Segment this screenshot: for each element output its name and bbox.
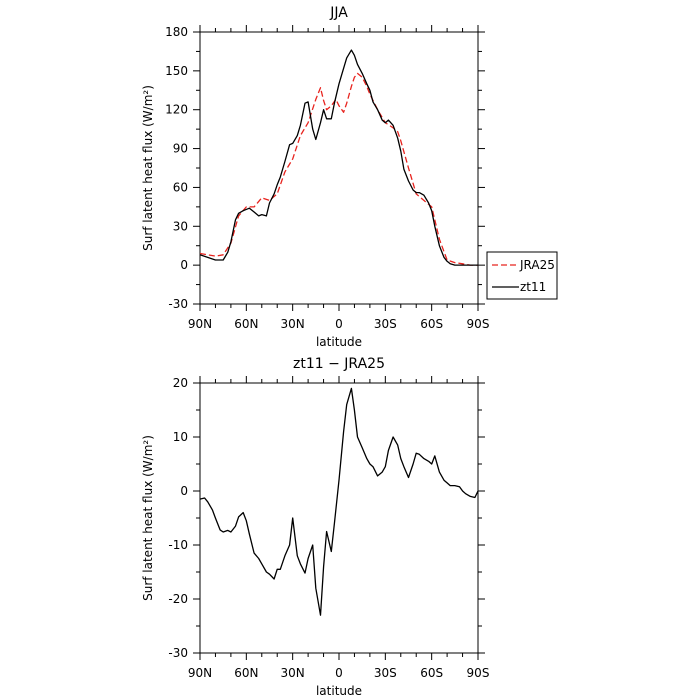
- bottom-y-tick-label: 0: [180, 484, 188, 498]
- top-x-tick-label: 30S: [374, 317, 397, 331]
- top-x-tick-label: 60N: [234, 317, 258, 331]
- bottom-y-axis-title: Surf latent heat flux (W/m²): [141, 435, 155, 601]
- top-y-tick-label: 90: [173, 142, 188, 156]
- top-x-axis-title: latitude: [316, 335, 362, 349]
- bottom-series-zt11-line: [199, 387, 479, 616]
- top-y-tick-label: 30: [173, 219, 188, 233]
- top-y-axis-title: Surf latent heat flux (W/m²): [141, 85, 155, 251]
- bottom-chart-title: zt11 − JRA25: [293, 356, 385, 372]
- top-y-tick-label: 120: [165, 103, 188, 117]
- legend-label-jra25: JRA25: [519, 258, 555, 272]
- bottom-x-axis-title: latitude: [316, 684, 362, 698]
- bottom-x-tick-label: 0: [335, 666, 343, 680]
- bottom-x-tick-label: 90S: [467, 666, 490, 680]
- bottom-y-tick-label: 10: [173, 430, 188, 444]
- top-y-tick-label: 150: [165, 64, 188, 78]
- top-x-tick-label: 60S: [420, 317, 443, 331]
- bottom-plot-frame: [199, 382, 479, 654]
- bottom-panel: zt11 − JRA25 -30 -20 -10 0 10 20 90N 60N 30N 0 30S 6…: [141, 356, 489, 698]
- top-series-zt11-line: [199, 49, 478, 266]
- top-y-tick-label: 180: [165, 25, 188, 39]
- bottom-x-tick-label: 30S: [374, 666, 397, 680]
- top-panel: JJA -30 0 30 60 90 120 150 180 90N 60N 30N 0 30S 60S 90…: [141, 5, 558, 349]
- bottom-x-tick-label: 60N: [234, 666, 258, 680]
- top-x-tick-label: 0: [335, 317, 343, 331]
- legend-box: [486, 251, 558, 300]
- bottom-x-tick-label: 90N: [188, 666, 212, 680]
- top-x-tick-label: 30N: [281, 317, 305, 331]
- top-x-tick-label: 90N: [188, 317, 212, 331]
- bottom-y-tick-label: -10: [168, 538, 188, 552]
- top-y-tick-label: 60: [173, 180, 188, 194]
- top-chart-title: JJA: [329, 5, 348, 21]
- top-plot-frame: [199, 31, 479, 305]
- legend-label-zt11: zt11: [520, 280, 546, 294]
- top-x-tick-label: 90S: [467, 317, 490, 331]
- bottom-x-tick-label: 60S: [420, 666, 443, 680]
- top-series-jra25-line: [199, 72, 478, 266]
- bottom-x-tick-label: 30N: [281, 666, 305, 680]
- bottom-y-tick-label: -20: [168, 592, 188, 606]
- top-y-tick-label: 0: [180, 258, 188, 272]
- legend: JRA25 zt11: [486, 251, 558, 300]
- bottom-y-tick-label: 20: [173, 376, 188, 390]
- top-y-tick-label: -30: [168, 297, 188, 311]
- bottom-y-tick-label: -30: [168, 646, 188, 660]
